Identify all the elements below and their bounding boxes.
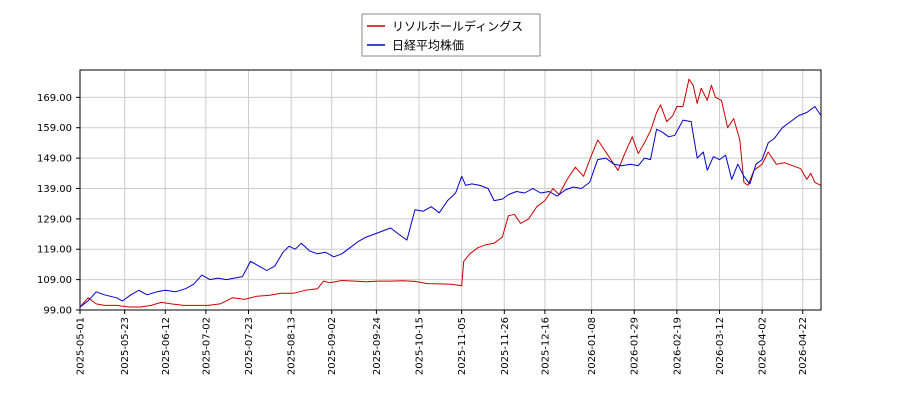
y-tick-label: 129.00: [37, 214, 72, 225]
x-tick-label: 2025-07-02: [201, 317, 212, 375]
x-tick-label: 2025-05-01: [76, 317, 87, 375]
x-tick-label: 2026-04-02: [758, 317, 769, 375]
series-line-nikkei: [79, 106, 822, 308]
x-tick-label: 2026-03-12: [715, 317, 726, 375]
x-tick-label: 2026-02-19: [672, 317, 683, 375]
series-lines: [79, 78, 822, 308]
y-tick-label: 139.00: [37, 184, 72, 195]
x-tick-label: 2025-10-15: [415, 317, 426, 375]
x-tick-label: 2026-01-29: [630, 317, 641, 375]
axis-ticks: 99.00 109.00 119.00 129.00 139.00 149.00 159.0…: [37, 93, 809, 375]
y-tick-label: 169.00: [37, 93, 72, 104]
x-tick-label: 2026-04-22: [798, 317, 809, 375]
x-tick-label: 2025-11-26: [500, 317, 511, 375]
legend-label-nikkei: 日経平均株価: [392, 38, 464, 53]
x-tick-label: 2025-12-16: [540, 317, 551, 375]
series-line-resol: [79, 78, 822, 308]
y-tick-label: 109.00: [37, 275, 72, 286]
x-tick-label: 2025-09-24: [372, 317, 383, 375]
plot-area-frame: [79, 69, 822, 311]
legend-box: [361, 13, 541, 57]
x-tick-label: 2026-01-08: [587, 317, 598, 375]
x-tick-label: 2025-07-23: [244, 317, 255, 375]
x-tick-label: 2025-11-05: [457, 317, 468, 375]
legend-label-resol: リソルホールディングス: [392, 19, 523, 34]
y-tick-label: 159.00: [37, 123, 72, 134]
x-tick-label: 2025-06-12: [161, 317, 172, 375]
y-tick-label: 119.00: [37, 245, 72, 256]
y-tick-label: 149.00: [37, 154, 72, 165]
x-tick-label: 2025-05-23: [120, 317, 131, 375]
grid-lines: [79, 70, 821, 311]
x-tick-label: 2025-08-13: [287, 317, 298, 375]
y-tick-label: 99.00: [43, 306, 72, 317]
x-tick-label: 2025-09-02: [327, 317, 338, 375]
legend: リソルホールディングス 日経平均株価: [361, 13, 541, 57]
